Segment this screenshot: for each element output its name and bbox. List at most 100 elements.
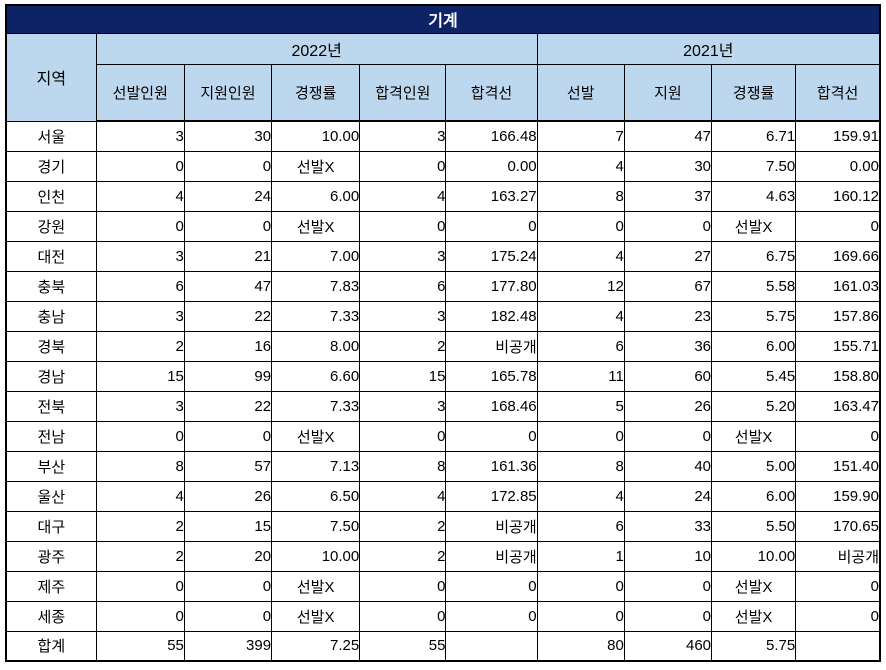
table-cell: 157.86 [795, 300, 881, 332]
table-cell: 24 [623, 480, 713, 512]
table-cell: 0 [183, 420, 273, 452]
table-cell [795, 630, 881, 662]
table-cell: 3 [95, 300, 185, 332]
year-group-header-row: 지역 2022년 2021년 [5, 32, 881, 122]
column-header: 지원인원 [183, 63, 273, 122]
table-cell: 151.40 [795, 450, 881, 482]
table-cell: 선발X [271, 570, 361, 602]
table-cell: 99 [183, 360, 273, 392]
table-cell: 159.90 [795, 480, 881, 512]
table-row: 울산 4 26 6.50 4 172.85 4 24 6.00 159.90 [5, 480, 881, 512]
table-cell: 4 [536, 300, 625, 332]
column-header: 선발인원 [95, 63, 185, 122]
table-cell: 3 [359, 300, 447, 332]
table-cell: 비공개 [445, 540, 538, 572]
table-cell: 80 [536, 630, 625, 662]
region-cell: 전남 [5, 420, 97, 452]
table-cell: 0.00 [445, 150, 538, 182]
table-cell: 비공개 [445, 510, 538, 542]
table-cell: 2 [359, 540, 447, 572]
table-cell: 6 [536, 330, 625, 362]
table-cell: 6.71 [711, 120, 797, 152]
table-cell: 20 [183, 540, 273, 572]
title-row: 기계 [5, 4, 881, 34]
column-header: 합격인원 [359, 63, 447, 122]
table-cell: 11 [536, 360, 625, 392]
table-cell: 3 [95, 120, 185, 152]
table-cell: 5.45 [711, 360, 797, 392]
table-cell: 0 [536, 570, 625, 602]
table-body: 서울 3 30 10.00 3 166.48 7 47 6.71 159.91 … [5, 120, 881, 662]
region-cell: 울산 [5, 480, 97, 512]
table-cell: 비공개 [795, 540, 881, 572]
table-cell: 8 [359, 450, 447, 482]
column-header: 합격선 [795, 63, 881, 122]
column-header-row: 선발인원 지원인원 경쟁률 합격인원 합격선 선발 지원 경쟁률 합격선 [6, 63, 881, 122]
table-row: 세종 0 0 선발X 0 0 0 0 선발X 0 [5, 600, 881, 632]
table-row: 경남 15 99 6.60 15 165.78 11 60 5.45 158.8… [5, 360, 881, 392]
table-cell: 6 [95, 270, 185, 302]
table-cell: 0 [623, 600, 713, 632]
region-cell: 제주 [5, 570, 97, 602]
table-cell: 4 [536, 240, 625, 272]
table-cell: 22 [183, 300, 273, 332]
table-cell: 0 [623, 570, 713, 602]
table-cell: 26 [183, 480, 273, 512]
table-cell: 169.66 [795, 240, 881, 272]
table-cell: 0 [183, 600, 273, 632]
table-cell: 0.00 [795, 150, 881, 182]
table-cell: 0 [95, 210, 185, 242]
table-cell: 3 [359, 240, 447, 272]
table-cell: 선발X [271, 600, 361, 632]
table-cell: 0 [795, 600, 881, 632]
table-cell: 33 [623, 510, 713, 542]
table-cell: 0 [795, 420, 881, 452]
table-cell: 7 [536, 120, 625, 152]
table-title: 기계 [5, 4, 881, 34]
table-cell: 5.75 [711, 630, 797, 662]
table-cell: 30 [183, 120, 273, 152]
region-cell: 합계 [5, 630, 97, 662]
region-cell: 강원 [5, 210, 97, 242]
table-cell: 0 [536, 420, 625, 452]
table-row: 경북 2 16 8.00 2 비공개 6 36 6.00 155.71 [5, 330, 881, 362]
table-cell: 0 [95, 150, 185, 182]
table-cell: 55 [95, 630, 185, 662]
table-row: 제주 0 0 선발X 0 0 0 0 선발X 0 [5, 570, 881, 602]
year-2022-header: 2022년 [95, 32, 538, 65]
table-cell: 4 [359, 180, 447, 212]
table-cell: 26 [623, 390, 713, 422]
table-cell: 4 [536, 480, 625, 512]
table-cell: 0 [183, 570, 273, 602]
table-cell: 40 [623, 450, 713, 482]
table-cell: 4.63 [711, 180, 797, 212]
table-cell: 0 [95, 570, 185, 602]
table-cell: 10.00 [271, 120, 361, 152]
table-cell: 0 [795, 570, 881, 602]
region-column-header: 지역 [5, 32, 97, 122]
table-row: 전북 3 22 7.33 3 168.46 5 26 5.20 163.47 [5, 390, 881, 422]
table-cell: 2 [359, 330, 447, 362]
region-cell: 충남 [5, 300, 97, 332]
table-cell: 0 [359, 600, 447, 632]
table-cell: 165.78 [445, 360, 538, 392]
table-cell: 선발X [711, 420, 797, 452]
table-cell: 5.75 [711, 300, 797, 332]
table-cell: 0 [359, 570, 447, 602]
table-cell: 12 [536, 270, 625, 302]
admissions-table: 기계 지역 2022년 2021년 선발인원 지원인원 경쟁률 합격인원 합격선… [5, 4, 881, 662]
table-cell: 21 [183, 240, 273, 272]
region-cell: 경기 [5, 150, 97, 182]
table-row: 인천 4 24 6.00 4 163.27 8 37 4.63 160.12 [5, 180, 881, 212]
table-cell: 3 [359, 120, 447, 152]
table-cell: 0 [359, 150, 447, 182]
table-cell: 47 [183, 270, 273, 302]
table-cell [445, 630, 538, 662]
table-cell: 7.13 [271, 450, 361, 482]
table-cell: 168.46 [445, 390, 538, 422]
table-cell: 158.80 [795, 360, 881, 392]
table-cell: 22 [183, 390, 273, 422]
region-cell: 경남 [5, 360, 97, 392]
table-cell: 0 [623, 420, 713, 452]
